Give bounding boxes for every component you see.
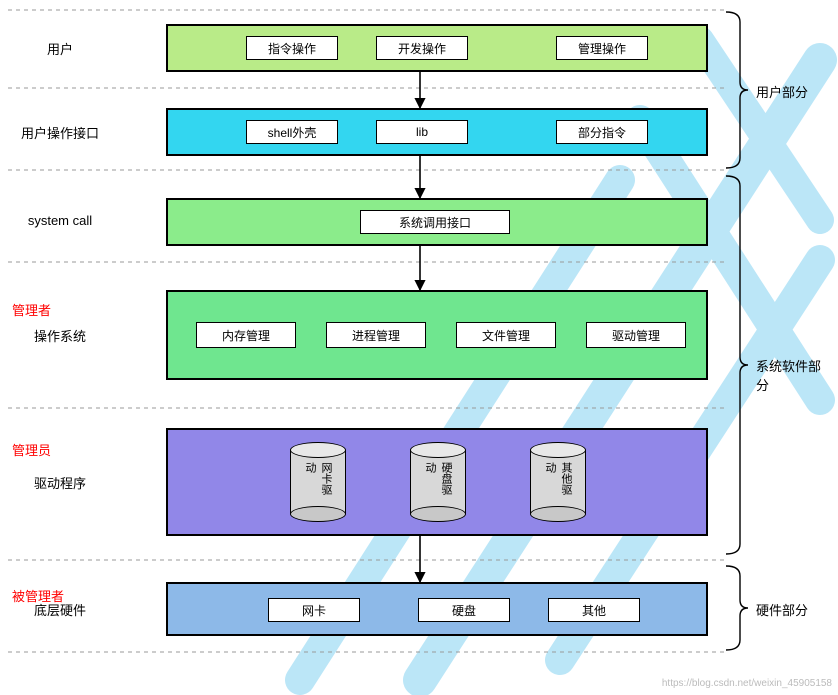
item-os-3: 驱动管理 bbox=[586, 322, 686, 348]
brace-label-2: 硬件部分 bbox=[756, 600, 826, 619]
item-hw-1: 硬盘 bbox=[418, 598, 510, 622]
layer-label-syscall: system call bbox=[0, 213, 120, 228]
item-hw-2: 其他 bbox=[548, 598, 640, 622]
item-ui-0: shell外壳 bbox=[246, 120, 338, 144]
cylinder-driver-1: 硬盘驱动 bbox=[410, 442, 466, 522]
cylinder-driver-0: 网卡驱动 bbox=[290, 442, 346, 522]
brace-label-1: 系统软件部分 bbox=[756, 356, 826, 394]
cylinder-driver-2: 其他驱动 bbox=[530, 442, 586, 522]
item-user-2: 管理操作 bbox=[556, 36, 648, 60]
item-user-1: 开发操作 bbox=[376, 36, 468, 60]
item-os-0: 内存管理 bbox=[196, 322, 296, 348]
role-label-driver: 管理员 bbox=[12, 440, 72, 459]
layer-label-user: 用户 bbox=[0, 39, 120, 58]
item-syscall-0: 系统调用接口 bbox=[360, 210, 510, 234]
item-os-2: 文件管理 bbox=[456, 322, 556, 348]
role-label-hw: 被管理者 bbox=[12, 586, 72, 605]
item-hw-0: 网卡 bbox=[268, 598, 360, 622]
role-label-os: 管理者 bbox=[12, 300, 72, 319]
item-ui-2: 部分指令 bbox=[556, 120, 648, 144]
brace-label-0: 用户部分 bbox=[756, 82, 826, 101]
item-ui-1: lib bbox=[376, 120, 468, 144]
layer-label-driver: 驱动程序 bbox=[0, 473, 120, 492]
item-os-1: 进程管理 bbox=[326, 322, 426, 348]
layer-label-ui: 用户操作接口 bbox=[0, 123, 120, 142]
brace-2 bbox=[726, 566, 748, 650]
layer-label-os: 操作系统 bbox=[0, 326, 120, 345]
watermark-text: https://blog.csdn.net/weixin_45905158 bbox=[662, 678, 832, 689]
item-user-0: 指令操作 bbox=[246, 36, 338, 60]
